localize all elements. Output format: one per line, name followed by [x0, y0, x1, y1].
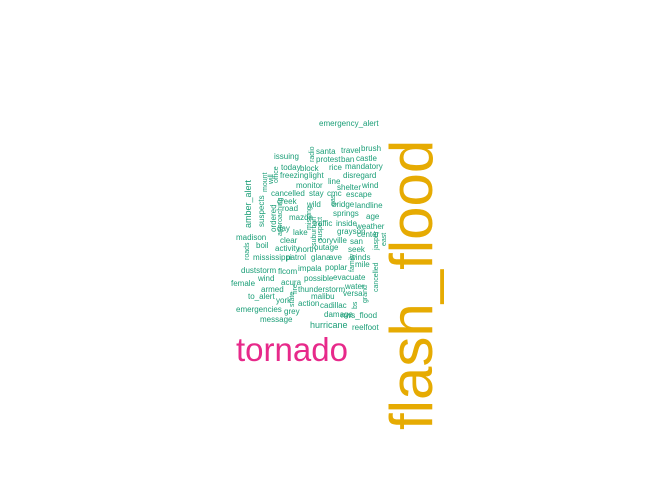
- word-amber-alert-25: amber_alert: [243, 179, 253, 228]
- word-north-59: north: [298, 245, 317, 254]
- word-acura-79: acura: [281, 278, 302, 287]
- word-castle-9: castle: [356, 154, 377, 163]
- word-grey-95: grey: [284, 307, 300, 316]
- word-nws-flood-97: nws_flood: [341, 311, 378, 320]
- word-flcom-74: flcom: [278, 267, 298, 276]
- word-inside-44: inside: [336, 219, 357, 228]
- word-center-49: center: [357, 230, 380, 239]
- word-wild-31: wild: [307, 200, 321, 209]
- word-action-91: action: [298, 299, 320, 308]
- word-clear-51: clear: [280, 236, 298, 245]
- word-glana-64: glana: [311, 253, 331, 262]
- word-mississippi-67: mississippi: [253, 253, 292, 262]
- word-light-17: light: [309, 171, 324, 180]
- word-impala-70: impala: [298, 264, 322, 273]
- word-ban-8: ban: [341, 155, 355, 164]
- word-cancelled-26: cancelled: [271, 189, 305, 198]
- word-landline-34: landline: [355, 201, 383, 210]
- word-freezing-16: freezing: [280, 171, 309, 180]
- word-weather-47: weather: [356, 222, 385, 231]
- word-brush-5: brush: [361, 144, 382, 153]
- word-creek-30: creek: [277, 197, 297, 206]
- word-travel-4: travel: [341, 146, 361, 155]
- word-escape-29: escape: [346, 190, 372, 199]
- word-damage-96: damage: [324, 310, 353, 319]
- word-shelter-23: shelter: [337, 183, 362, 192]
- word-coryville-54: coryville: [318, 236, 347, 245]
- word-reelfoot-100: reelfoot: [352, 323, 379, 332]
- word-ave-65: ave: [329, 253, 342, 262]
- word-mount-21: mount: [262, 172, 269, 192]
- word-madison-50: madison: [236, 233, 267, 242]
- word-tornado-1: tornado: [236, 331, 348, 368]
- word-radio-10: radio: [309, 146, 316, 162]
- word-road-36: road: [282, 204, 299, 213]
- word-day-45: day: [277, 224, 290, 233]
- word-boil-58: boil: [256, 241, 269, 250]
- word-grayson-48: grayson: [337, 227, 366, 236]
- word-activity-63: activity: [275, 244, 300, 253]
- word-poplar-71: poplar: [325, 263, 348, 272]
- word-evacuate-77: evacuate: [333, 273, 366, 282]
- word-winds-66: winds: [350, 253, 371, 262]
- word-bs-93: bs: [352, 301, 359, 309]
- word-water-81: water: [345, 282, 365, 291]
- word-message-98: message: [260, 315, 293, 324]
- word-thunderstorm-84: thunderstorm: [298, 285, 346, 294]
- word-possible-76: possible: [304, 274, 334, 283]
- word-monitor-22: monitor: [296, 181, 323, 190]
- word-block-12: block: [300, 164, 319, 173]
- word-family-72: family: [349, 253, 356, 272]
- word-mile-69: mile: [355, 260, 370, 269]
- word-york-88: york: [276, 296, 292, 305]
- word-outage-60: outage: [314, 243, 339, 252]
- word-emergencies-94: emergencies: [236, 305, 282, 314]
- word-malibu-89: malibu: [311, 292, 335, 301]
- word-flash-flood-0: flash_flood: [378, 139, 445, 430]
- word-line-20: line: [328, 177, 341, 186]
- word-rice-13: rice: [329, 163, 342, 172]
- word-springs-37: springs: [333, 209, 359, 218]
- word-mandatory-14: mandatory: [345, 162, 383, 171]
- word-seek-62: seek: [348, 245, 365, 254]
- word-lake-46: lake: [293, 228, 308, 237]
- word-female-80: female: [231, 279, 256, 288]
- word-stay-27: stay: [309, 189, 324, 198]
- word-suburban-53: suburban: [311, 216, 318, 246]
- word-bridge-33: bridge: [332, 200, 355, 209]
- word-age-38: age: [366, 212, 380, 221]
- word-protest-7: protest: [316, 155, 341, 164]
- word-hurricane-99: hurricane: [310, 320, 348, 330]
- word-patrol-68: patrol: [286, 253, 307, 262]
- word-armed-82: armed: [261, 285, 284, 294]
- word-wind-24: wind: [362, 181, 379, 190]
- word-santa-3: santa: [316, 147, 336, 156]
- word-versa-85: versa: [343, 289, 363, 298]
- word-mazda-41: mazda: [289, 213, 314, 222]
- word-state-90: state: [289, 291, 296, 307]
- word-cancelled-75: cancelled: [373, 262, 380, 292]
- word-to-alert-87: to_alert: [248, 292, 275, 301]
- word-traffic-43: traffic: [313, 219, 333, 228]
- word-disregard-18: disregard: [343, 171, 377, 180]
- word-emergency-alert-2: emergency_alert: [319, 119, 379, 128]
- word-suspects-35: suspects: [257, 195, 266, 227]
- word-duststorm-73: duststorm: [241, 266, 277, 275]
- word-cadillac-92: cadillac: [320, 301, 347, 310]
- word-issuing-6: issuing: [274, 152, 299, 161]
- word-today-11: today: [281, 163, 301, 172]
- word-cmc-28: cmc: [327, 189, 342, 198]
- word-will-19: will: [268, 174, 275, 184]
- word-roads-57: roads: [244, 242, 251, 260]
- word-san-61: san: [350, 237, 363, 246]
- word-grand-86: grand: [362, 285, 369, 303]
- word-jasper-55: jasper: [373, 230, 380, 250]
- word-wind-78: wind: [258, 274, 275, 283]
- word-east-56: east: [381, 232, 388, 246]
